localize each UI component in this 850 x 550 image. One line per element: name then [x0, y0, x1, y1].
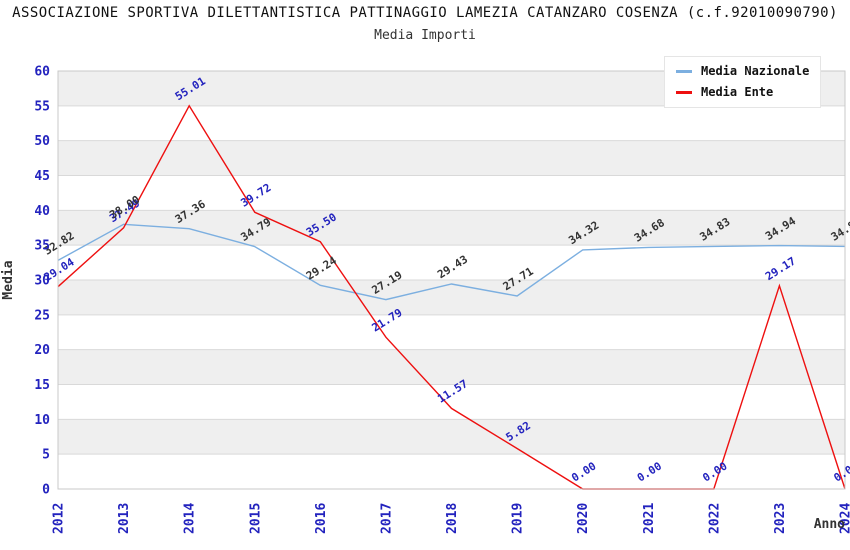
plot-band	[58, 349, 845, 385]
legend-label-media-ente: Media Ente	[701, 85, 774, 99]
plot-band	[58, 454, 845, 489]
y-tick-label: 45	[34, 169, 50, 184]
y-tick-label: 55	[34, 99, 50, 114]
x-tick-label: 2023	[773, 503, 788, 534]
x-tick-label: 2015	[248, 503, 263, 534]
plot-band	[58, 384, 845, 420]
y-tick-label: 5	[42, 448, 50, 463]
plot-band	[58, 105, 845, 141]
series-line-media-nazionale	[57, 223, 846, 301]
plot-band	[58, 245, 845, 280]
x-tick-label: 2014	[183, 503, 198, 534]
x-tick-label: 2024	[839, 503, 850, 534]
legend-swatch-line-icon	[676, 69, 692, 73]
x-tick-label: 2021	[642, 503, 657, 534]
chart-subtitle: Media Importi	[374, 28, 476, 43]
plot-band	[58, 314, 845, 350]
legend-label-media-nazionale: Media Nazionale	[701, 64, 810, 78]
x-tick-label: 2019	[511, 503, 526, 534]
plot-band	[58, 419, 845, 455]
plot-band	[58, 175, 845, 211]
plot-border	[57, 70, 846, 490]
x-tick-label: 2020	[576, 503, 591, 534]
legend-swatch-line-icon	[676, 90, 692, 94]
y-axis-title: Media	[1, 260, 16, 299]
x-tick-label: 2012	[52, 503, 67, 534]
x-tick-label: 2017	[379, 503, 394, 534]
y-tick-label: 50	[34, 134, 50, 149]
y-tick-label: 10	[34, 413, 50, 428]
plot-band	[58, 210, 845, 246]
y-tick-label: 35	[34, 239, 50, 254]
y-tick-label: 30	[34, 274, 50, 289]
x-tick-label: 2022	[707, 503, 722, 534]
y-tick-label: 0	[42, 483, 50, 498]
y-tick-label: 40	[34, 204, 50, 219]
plot-band	[58, 280, 845, 315]
x-axis-title: Anno	[814, 517, 845, 532]
x-tick-label: 2013	[117, 503, 132, 534]
y-tick-label: 60	[34, 65, 50, 80]
x-tick-label: 2018	[445, 503, 460, 534]
chart-title: ASSOCIAZIONE SPORTIVA DILETTANTISTICA PA…	[12, 5, 838, 21]
y-tick-label: 25	[34, 308, 50, 323]
y-tick-label: 20	[34, 343, 50, 358]
x-tick-label: 2016	[314, 503, 329, 534]
legend-item-media-ente: Media Ente	[676, 85, 809, 99]
y-tick-label: 15	[34, 378, 50, 393]
plot-band	[58, 140, 845, 176]
legend-item-media-nazionale: Media Nazionale	[676, 64, 809, 78]
chart-legend: Media Nazionale Media Ente	[664, 56, 822, 108]
